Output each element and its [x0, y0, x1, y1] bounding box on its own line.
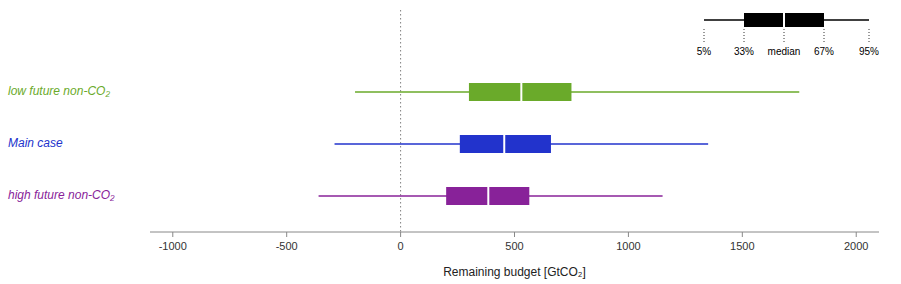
chart: -1000 -500 0 500 1000 1500 2000 Remaining budge…: [0, 0, 901, 284]
x-tick: [742, 232, 743, 237]
legend-pointer: [824, 29, 825, 43]
x-tick: [514, 232, 515, 237]
x-tick-label: -1000: [159, 240, 187, 252]
legend-label: 67%: [814, 46, 834, 57]
x-tick-label: 0: [398, 240, 404, 252]
box-legend: 5% 33% median 67% 95%: [697, 13, 879, 57]
box: [446, 187, 529, 205]
legend-label: 5%: [697, 46, 712, 57]
legend-pointer: [784, 29, 785, 43]
x-tick: [286, 232, 287, 237]
median: [503, 135, 505, 153]
x-tick-label: 2000: [844, 240, 868, 252]
x-tick-label: -500: [276, 240, 298, 252]
legend-box: [744, 13, 824, 27]
x-tick: [400, 232, 401, 237]
legend-label: 95%: [859, 46, 879, 57]
legend-label: median: [768, 46, 801, 57]
median: [487, 187, 489, 205]
x-tick: [856, 232, 857, 237]
x-tick-label: 1500: [730, 240, 754, 252]
x-axis-label: Remaining budget [GtCO₂]: [443, 265, 586, 279]
series-label: Main case: [8, 136, 63, 150]
legend-pointer: [869, 29, 870, 43]
series-label: high future non-CO₂: [8, 188, 115, 202]
plot-area: [319, 10, 800, 232]
whisker: [355, 91, 799, 93]
x-tick: [628, 232, 629, 237]
x-tick-label: 500: [505, 240, 523, 252]
series-label: low future non-CO₂: [8, 84, 110, 98]
reference-line: [400, 10, 401, 232]
box: [469, 83, 572, 101]
x-tick-label: 1000: [616, 240, 640, 252]
legend-label: 33%: [734, 46, 754, 57]
box: [460, 135, 551, 153]
legend-pointer: [744, 29, 745, 43]
legend-pointer: [704, 29, 705, 43]
median: [520, 83, 522, 101]
x-tick: [172, 232, 173, 237]
legend-median: [783, 13, 785, 27]
